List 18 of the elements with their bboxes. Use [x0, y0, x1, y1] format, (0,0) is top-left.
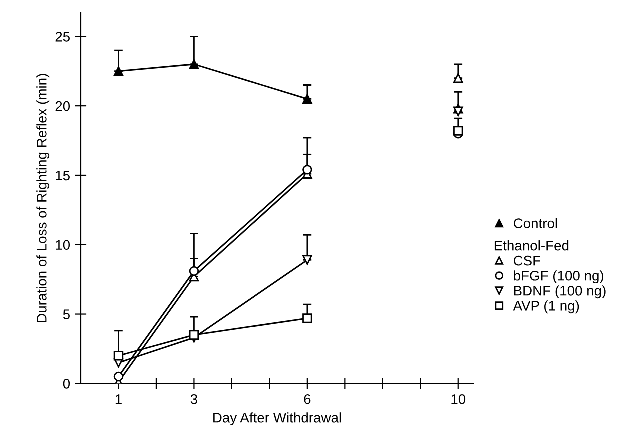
y-tick-label: 5	[63, 310, 70, 320]
legend-title: Ethanol-Fed	[494, 240, 569, 251]
legend-label: BDNF (100 ng)	[514, 286, 606, 299]
x-tick-label: 6	[304, 394, 311, 404]
x-tick-label: 3	[190, 394, 198, 404]
legend-label: bFGF (100 ng)	[514, 270, 604, 284]
x-tick-label: 1	[116, 394, 122, 404]
y-tick-label: 10	[56, 240, 70, 250]
legend-label: Control	[514, 218, 558, 228]
x-tick-label: 10	[452, 394, 466, 404]
y-tick-label: 0	[63, 379, 70, 389]
y-tick-label: 25	[56, 32, 70, 42]
y-axis-title: Duration of Loss of Righting Reflex (min)	[36, 74, 50, 322]
legend-label: AVP (1 ng)	[513, 300, 580, 314]
y-tick-label: 15	[56, 170, 70, 181]
y-tick-label: 20	[56, 101, 70, 112]
x-axis-title: Day After Withdrawal	[214, 412, 342, 426]
legend-label: CSF	[514, 256, 540, 266]
